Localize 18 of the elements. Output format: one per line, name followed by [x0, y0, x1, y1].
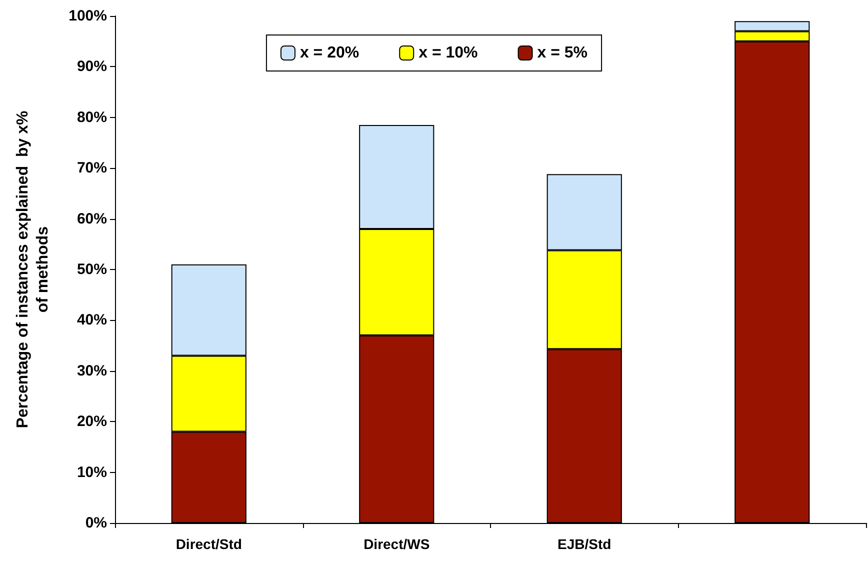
y-tick-label: 30%	[76, 362, 107, 380]
legend-label: x = 10%	[418, 44, 478, 62]
x-tick-label: Direct/Std	[176, 536, 242, 552]
y-tick-label: 50%	[76, 261, 107, 278]
legend-label: x = 5%	[537, 44, 588, 62]
y-tick-label: 0%	[85, 514, 107, 532]
y-tick-label: 100%	[68, 8, 107, 24]
y-tick-label: 70%	[76, 160, 107, 177]
y-tick-label: 10%	[76, 464, 107, 481]
y-tick-label: 60%	[76, 210, 107, 228]
y-tick-label: 90%	[76, 58, 107, 76]
y-axis-title: Percentage of instances explained by x% of methods	[14, 110, 52, 428]
x-tick-label: EJB/Std	[558, 536, 612, 552]
y-tick-label: 40%	[76, 312, 107, 329]
x-tick-label: Direct/WS	[364, 536, 430, 552]
legend-label: x = 20%	[300, 44, 360, 62]
y-tick-label: 80%	[76, 108, 107, 126]
y-tick-label: 20%	[76, 413, 107, 430]
